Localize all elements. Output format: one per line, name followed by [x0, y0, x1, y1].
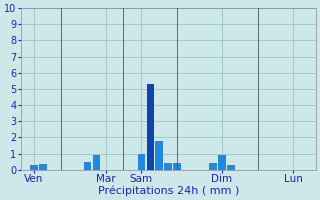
- Bar: [156, 141, 163, 170]
- Bar: [218, 155, 226, 170]
- Bar: [93, 155, 100, 170]
- Bar: [209, 163, 217, 170]
- Bar: [164, 163, 172, 170]
- Bar: [173, 163, 181, 170]
- Bar: [39, 164, 47, 170]
- Bar: [147, 84, 154, 170]
- Bar: [30, 165, 38, 170]
- Bar: [84, 162, 92, 170]
- X-axis label: Précipitations 24h ( mm ): Précipitations 24h ( mm ): [98, 185, 239, 196]
- Bar: [227, 165, 235, 170]
- Bar: [138, 154, 145, 170]
